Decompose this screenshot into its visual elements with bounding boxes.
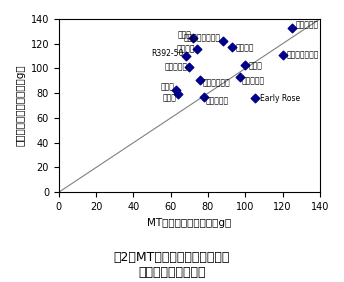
Text: 農林号: 農林号	[249, 61, 263, 70]
Text: ニシユタカ: ニシユタカ	[295, 21, 319, 30]
Point	[175, 92, 181, 97]
Text: キッカイロガネ: キッカイロガネ	[286, 50, 319, 60]
Point	[243, 63, 248, 67]
Text: キタアカリ: キタアカリ	[206, 96, 229, 105]
Text: さやか: さやか	[177, 30, 191, 39]
Text: ムサマル: ムサマル	[176, 44, 195, 53]
Point	[229, 45, 235, 50]
Text: 囲2　MT改培および通常技培の
上いも一個重の関係: 囲2 MT改培および通常技培の 上いも一個重の関係	[114, 251, 230, 279]
Text: レッドムーン: レッドムーン	[202, 79, 230, 88]
Text: R392-50: R392-50	[151, 49, 184, 58]
Text: ソニカ: ソニカ	[161, 83, 174, 92]
Point	[190, 35, 196, 40]
Point	[183, 54, 188, 58]
Text: アイノアカ: アイノアカ	[241, 76, 265, 85]
Point	[289, 25, 294, 30]
X-axis label: MT改培上いも一個重（g）: MT改培上いも一個重（g）	[147, 217, 232, 228]
Point	[173, 87, 179, 92]
Point	[237, 75, 243, 80]
Text: 男爵薯: 男爵薯	[162, 94, 176, 103]
Point	[220, 39, 226, 43]
Point	[194, 47, 200, 51]
Y-axis label: 通常技培上いも一個重（g）: 通常技培上いも一個重（g）	[15, 65, 25, 146]
Text: Early Rose: Early Rose	[260, 94, 300, 103]
Text: アーリースターチ: アーリースターチ	[184, 33, 221, 42]
Point	[280, 53, 285, 57]
Text: ベニアカリ: ベニアカリ	[164, 63, 187, 72]
Point	[252, 96, 257, 100]
Point	[202, 95, 207, 99]
Point	[186, 65, 192, 70]
Point	[198, 77, 203, 82]
Text: ワセシロ: ワセシロ	[236, 43, 255, 52]
